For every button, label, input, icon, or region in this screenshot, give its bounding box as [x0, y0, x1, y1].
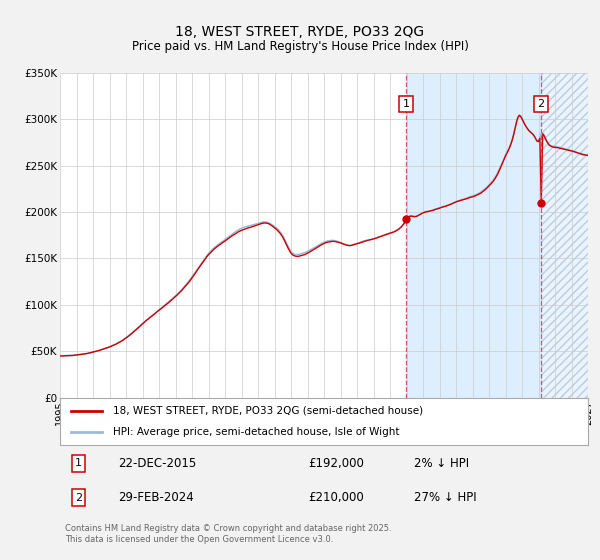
Text: Contains HM Land Registry data © Crown copyright and database right 2025.
This d: Contains HM Land Registry data © Crown c…	[65, 524, 392, 544]
Text: HPI: Average price, semi-detached house, Isle of Wight: HPI: Average price, semi-detached house,…	[113, 427, 400, 437]
Text: 2: 2	[75, 493, 82, 503]
Text: £210,000: £210,000	[308, 491, 364, 504]
Text: 29-FEB-2024: 29-FEB-2024	[118, 491, 194, 504]
Text: 1: 1	[75, 459, 82, 468]
Text: £192,000: £192,000	[308, 457, 364, 470]
Text: 2: 2	[538, 99, 545, 109]
Text: 22-DEC-2015: 22-DEC-2015	[118, 457, 196, 470]
Bar	[406, 73, 541, 398]
Text: Price paid vs. HM Land Registry's House Price Index (HPI): Price paid vs. HM Land Registry's House …	[131, 40, 469, 53]
Text: 18, WEST STREET, RYDE, PO33 2QG: 18, WEST STREET, RYDE, PO33 2QG	[175, 25, 425, 39]
Text: 1: 1	[403, 99, 410, 109]
Text: 18, WEST STREET, RYDE, PO33 2QG (semi-detached house): 18, WEST STREET, RYDE, PO33 2QG (semi-de…	[113, 406, 423, 416]
Bar	[541, 73, 588, 398]
Text: 27% ↓ HPI: 27% ↓ HPI	[414, 491, 476, 504]
Bar	[541, 73, 588, 398]
Text: 2% ↓ HPI: 2% ↓ HPI	[414, 457, 469, 470]
